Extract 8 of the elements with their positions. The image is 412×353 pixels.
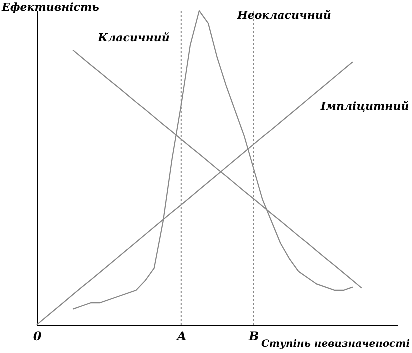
x-tick-label: A	[176, 330, 187, 344]
series-label: Імпліцитний	[320, 100, 410, 114]
x-tick-label: B	[248, 330, 260, 344]
y-axis-title: Ефективність	[1, 1, 100, 14]
x-tick-label: 0	[33, 330, 42, 344]
text: Неокласичний	[236, 9, 332, 22]
x-axis-title: Ступінь невизначеності	[261, 339, 410, 350]
series-label: Класичний	[97, 31, 170, 44]
